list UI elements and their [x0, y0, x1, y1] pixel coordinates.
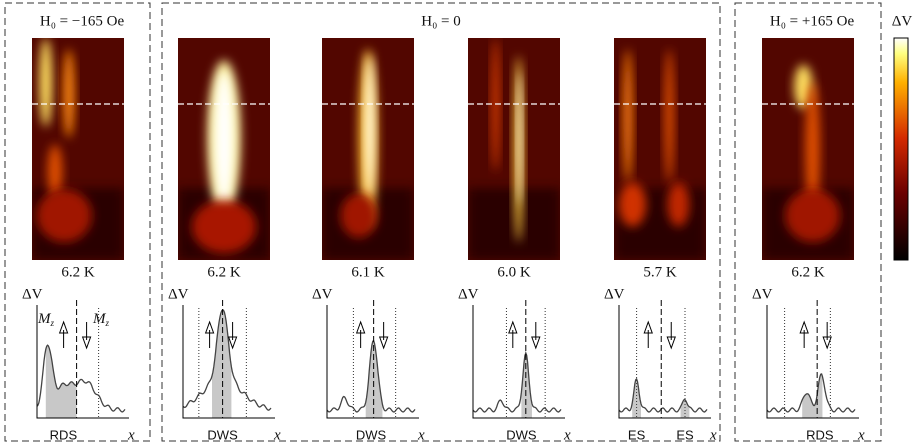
temperature-label: 6.2 K — [791, 264, 825, 280]
heatmap-streak — [805, 82, 820, 216]
x-axis-label: x — [127, 427, 135, 443]
shaded-region — [212, 309, 232, 418]
structure-label: ES — [676, 427, 694, 442]
profile-curve — [326, 339, 416, 413]
axes — [472, 305, 565, 419]
up-arrow — [508, 320, 518, 348]
structure-label: DWS — [506, 427, 537, 442]
up-arrow — [355, 320, 366, 348]
group-title: H₀ = −165 Oe — [40, 13, 125, 29]
up-arrow — [58, 320, 69, 348]
colorbar — [893, 37, 909, 261]
temperature-label: 6.1 K — [351, 264, 385, 280]
profile-curve — [36, 344, 126, 413]
structure-label: DWS — [356, 427, 387, 442]
axes — [766, 305, 859, 419]
x-axis-label: x — [709, 427, 717, 443]
temperature-label: 6.2 K — [61, 264, 95, 280]
heatmap-streak — [39, 38, 53, 127]
panels: 6.2 K ΔV x RDS 6.2 K ΔV x DWS 6.1 K ΔV x DWS 6.0 K ΔV… — [22, 38, 865, 443]
magnetization-subscript: z — [105, 318, 110, 328]
heatmap-streak — [618, 182, 647, 227]
y-axis-label: ΔV — [458, 286, 479, 302]
y-axis-label: ΔV — [168, 286, 189, 302]
heatmap-streak — [214, 71, 234, 205]
heatmap-streak — [63, 49, 75, 138]
profile-curve — [182, 309, 272, 411]
group-title: H₀ = +165 Oe — [770, 13, 855, 29]
heatmap-streak — [365, 55, 375, 198]
x-axis-label: x — [273, 427, 281, 443]
structure-label: RDS — [806, 427, 834, 442]
magnetization-symbol: M — [92, 311, 107, 327]
up-arrow — [799, 320, 809, 348]
down-arrow — [81, 322, 92, 350]
structure-label: RDS — [50, 427, 78, 442]
axes — [182, 305, 275, 419]
heatmap-streak — [36, 188, 92, 243]
shaded-region — [521, 353, 532, 418]
down-arrow — [822, 322, 832, 350]
structure-label: ES — [628, 427, 646, 442]
down-arrow — [666, 322, 676, 350]
heatmap-streak — [517, 71, 522, 205]
shaded-region — [365, 340, 383, 418]
up-arrow — [204, 320, 215, 348]
x-axis-label: x — [563, 427, 571, 443]
y-axis-label: ΔV — [312, 286, 333, 302]
heatmap-streak — [785, 188, 841, 243]
heatmap — [178, 38, 270, 260]
heatmap-streak — [191, 200, 257, 254]
temperature-label: 5.7 K — [643, 264, 677, 280]
heatmap — [614, 38, 706, 260]
heatmap — [468, 38, 560, 260]
heatmap-streak — [623, 49, 633, 183]
x-axis-label: x — [417, 427, 425, 443]
temperature-label: 6.0 K — [497, 264, 531, 280]
profile-curve — [618, 377, 708, 413]
heatmap — [32, 38, 124, 260]
colorbar-label: ΔV — [892, 13, 913, 29]
magnetization-label: Mz — [92, 311, 110, 328]
axes — [36, 305, 129, 419]
group-title: H₀ = 0 — [421, 13, 461, 29]
y-axis-label: ΔV — [604, 286, 625, 302]
magnetization-subscript: z — [50, 318, 55, 328]
magnetization-label: Mz — [37, 311, 55, 328]
heatmap — [762, 38, 854, 260]
heatmap-streak — [667, 182, 690, 227]
y-axis-label: ΔV — [752, 286, 773, 302]
shaded-region — [802, 374, 823, 418]
shaded-region — [45, 345, 77, 418]
down-arrow — [531, 322, 541, 350]
group-frames — [4, 2, 882, 442]
down-arrow — [378, 322, 389, 350]
down-arrow — [227, 322, 238, 350]
y-axis-label: ΔV — [22, 286, 43, 302]
heatmap-streak — [340, 193, 378, 238]
x-axis-label: x — [857, 427, 865, 443]
axes — [618, 305, 711, 419]
axes — [326, 305, 419, 419]
heatmap-streak — [664, 49, 674, 183]
temperature-label: 6.2 K — [207, 264, 241, 280]
heatmap — [322, 38, 414, 260]
heatmap-bottom — [468, 188, 560, 260]
structure-label: DWS — [207, 427, 238, 442]
profile-curve — [472, 351, 562, 413]
magnetization-symbol: M — [37, 311, 52, 327]
up-arrow — [643, 320, 653, 348]
heatmap-streak — [47, 144, 63, 198]
profile-curve — [766, 373, 856, 413]
